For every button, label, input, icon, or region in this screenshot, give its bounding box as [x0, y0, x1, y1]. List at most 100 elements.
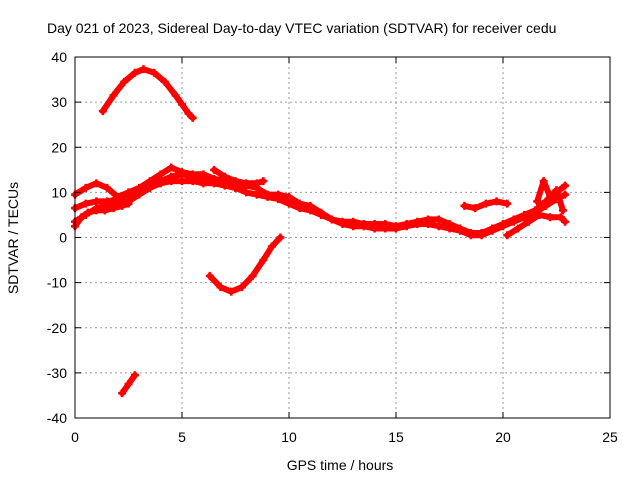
data-point	[546, 213, 555, 222]
data-point	[285, 192, 293, 201]
data-point	[263, 192, 272, 201]
data-point	[210, 179, 219, 188]
y-axis-label: SDTVAR / TECUs	[5, 182, 21, 294]
data-point	[92, 179, 101, 188]
data-point	[231, 183, 240, 192]
data-point	[349, 222, 358, 231]
data-point	[220, 181, 229, 190]
data-point	[499, 222, 507, 231]
x-tick-label: 15	[388, 429, 404, 445]
data-point	[167, 163, 176, 172]
series-arc-dip	[205, 233, 285, 296]
x-axis-label: GPS time / hours	[287, 457, 394, 473]
data-point	[338, 219, 347, 228]
data-point	[535, 210, 544, 219]
y-tick-label: 40	[51, 49, 67, 65]
data-point	[135, 190, 144, 199]
y-tick-label: 10	[51, 184, 67, 200]
series-late-rise	[503, 210, 570, 240]
data-point	[274, 195, 283, 204]
data-point	[546, 192, 555, 201]
x-tick-label: 0	[71, 429, 79, 445]
data-point	[533, 197, 542, 206]
data-point	[252, 179, 261, 188]
data-point	[118, 389, 127, 398]
data-point	[295, 204, 304, 213]
data-point	[445, 224, 454, 233]
data-point	[210, 165, 219, 174]
data-point	[267, 242, 276, 251]
data-point	[205, 271, 214, 280]
data-point	[150, 68, 159, 77]
data-point	[481, 199, 490, 208]
data-point	[252, 190, 261, 199]
data-point	[561, 190, 570, 199]
data-point	[167, 177, 176, 186]
data-point	[520, 213, 529, 222]
data-point	[541, 201, 550, 210]
data-point	[120, 77, 129, 86]
data-point	[156, 179, 165, 188]
axis-ticks	[74, 56, 611, 419]
data-point	[424, 219, 433, 228]
x-tick-label: 20	[495, 429, 511, 445]
data-point	[259, 177, 268, 186]
data-point	[77, 213, 86, 222]
data-point	[285, 199, 293, 208]
data-point	[317, 210, 326, 219]
data-point	[392, 224, 400, 233]
data-point	[103, 183, 112, 192]
data-point	[242, 188, 251, 197]
chart-title: Day 021 of 2023, Sidereal Day-to-day VTE…	[47, 20, 556, 36]
data-point	[178, 100, 186, 109]
data-point	[237, 283, 246, 292]
data-point	[130, 371, 139, 380]
data-point	[188, 113, 197, 122]
y-tick-label: -40	[47, 410, 67, 426]
data-point	[145, 183, 154, 192]
data-point	[259, 256, 268, 265]
data-point	[178, 170, 186, 179]
data-point	[359, 222, 368, 231]
data-point	[178, 177, 186, 186]
data-point	[109, 204, 118, 213]
data-point	[156, 170, 165, 179]
y-tick-label: 20	[51, 139, 67, 155]
series-late-bump	[460, 197, 512, 213]
y-tick-label: -10	[47, 275, 67, 291]
series-late-spike	[533, 177, 567, 215]
data-point	[160, 77, 169, 86]
data-point	[231, 177, 240, 186]
x-tick-label: 10	[281, 429, 297, 445]
data-point	[539, 177, 548, 186]
data-point	[509, 217, 518, 226]
grid	[75, 57, 610, 418]
data-point	[81, 199, 90, 208]
data-point	[492, 197, 501, 206]
data-point	[370, 224, 379, 233]
x-tick-label: 5	[178, 429, 186, 445]
x-tick-label: 25	[602, 429, 618, 445]
data-point	[92, 197, 101, 206]
data-point	[130, 68, 139, 77]
data-point	[220, 172, 229, 181]
data-point	[488, 226, 497, 235]
data-point	[413, 219, 422, 228]
data-point	[100, 206, 109, 215]
data-point	[124, 190, 133, 199]
data-point	[248, 271, 257, 280]
data-point	[306, 206, 315, 215]
y-tick-label: 30	[51, 94, 67, 110]
data-point	[199, 179, 208, 188]
data-point	[327, 215, 336, 224]
data-point	[402, 222, 411, 231]
data-point	[556, 213, 565, 222]
tick-labels: 0 5 10 15 20 25 -40 -30 -20 -10 0 10 20 30 40	[47, 49, 618, 445]
data-point	[466, 231, 475, 240]
y-tick-label: -20	[47, 320, 67, 336]
data-point	[92, 206, 101, 215]
data-point	[558, 206, 567, 215]
data-point	[434, 215, 443, 224]
data-point	[81, 183, 90, 192]
